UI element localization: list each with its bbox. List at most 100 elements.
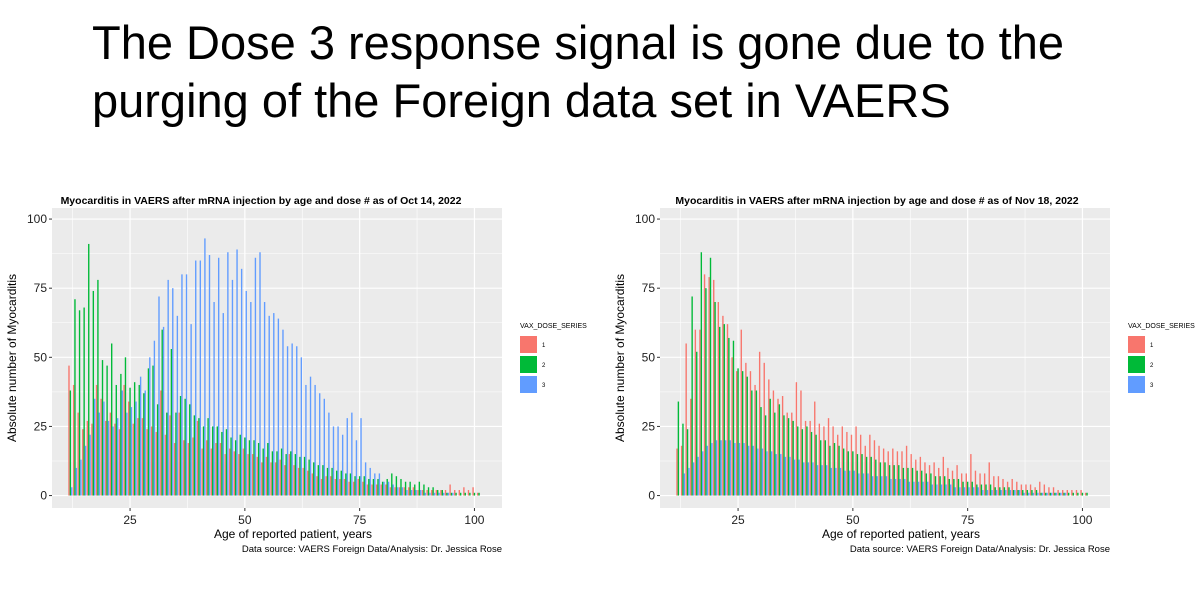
bar-dose-1 <box>1052 487 1055 496</box>
legend-key-dose-1 <box>1128 336 1145 353</box>
bar-dose-3 <box>853 470 855 496</box>
legend-key-dose-2 <box>520 356 537 373</box>
x-axis-label: Age of reported patient, years <box>214 527 372 541</box>
bar-dose-3 <box>305 384 307 496</box>
bar-dose-1 <box>141 418 144 496</box>
bar-dose-2 <box>1058 492 1061 496</box>
bar-dose-2 <box>133 382 136 496</box>
bar-dose-1 <box>137 418 139 496</box>
bar-dose-3 <box>240 268 243 496</box>
x-tick-label: 25 <box>123 513 137 527</box>
bar-dose-2 <box>317 465 320 496</box>
bar-dose-3 <box>319 393 321 496</box>
bar-dose-2 <box>1054 492 1056 496</box>
bar-dose-2 <box>746 376 748 496</box>
bar-dose-1 <box>878 445 880 496</box>
bar-dose-1 <box>352 481 355 496</box>
bar-dose-2 <box>386 478 388 496</box>
bar-dose-3 <box>959 487 961 496</box>
bar-dose-3 <box>954 487 956 496</box>
bar-dose-2 <box>276 451 278 496</box>
bar-dose-3 <box>328 412 330 496</box>
bar-dose-3 <box>747 445 750 496</box>
bar-dose-1 <box>91 423 93 496</box>
bar-dose-2 <box>1072 492 1074 496</box>
bar-dose-1 <box>467 490 470 496</box>
bar-dose-1 <box>855 426 857 496</box>
bar-dose-2 <box>962 481 964 496</box>
bar-dose-3 <box>254 257 257 496</box>
bar-dose-3 <box>176 315 179 496</box>
bar-dose-2 <box>1008 487 1010 496</box>
bar-dose-3 <box>871 476 874 496</box>
bar-dose-3 <box>153 340 156 496</box>
x-tick-label: 75 <box>353 513 367 527</box>
bar-dose-2 <box>212 426 214 496</box>
bar-dose-3 <box>858 473 860 496</box>
bar-dose-2 <box>888 465 891 496</box>
bar-dose-2 <box>230 437 232 496</box>
bar-dose-2 <box>78 310 81 496</box>
bar-dose-2 <box>166 412 168 496</box>
bar-dose-1 <box>1006 481 1009 496</box>
chart-1: Myocarditis in VAERS after mRNA injectio… <box>5 195 587 555</box>
bar-dose-2 <box>106 365 108 496</box>
bar-dose-3 <box>227 252 229 496</box>
bar-dose-1 <box>288 454 291 496</box>
bar-dose-1 <box>869 434 871 496</box>
bar-dose-3 <box>972 487 975 496</box>
bar-dose-1 <box>164 434 167 496</box>
bar-dose-1 <box>882 448 885 496</box>
bar-dose-2 <box>728 337 730 496</box>
bar-dose-3 <box>770 451 773 496</box>
bar-dose-3 <box>1060 492 1062 496</box>
bar-dose-3 <box>816 465 819 496</box>
bar-dose-2 <box>764 415 767 496</box>
bar-dose-2 <box>916 470 918 496</box>
bar-dose-1 <box>219 443 222 496</box>
bar-dose-2 <box>815 434 817 496</box>
bar-dose-3 <box>821 465 823 496</box>
bar-dose-3 <box>424 492 427 496</box>
bar-dose-3 <box>789 456 791 496</box>
bar-dose-1 <box>749 371 752 496</box>
bar-dose-3 <box>415 490 417 496</box>
bar-dose-2 <box>1067 492 1070 496</box>
bar-dose-2 <box>1077 492 1079 496</box>
bar-dose-1 <box>247 454 249 496</box>
bar-dose-2 <box>101 360 104 496</box>
bar-dose-1 <box>105 420 107 496</box>
bar-dose-1 <box>731 357 733 496</box>
bar-dose-3 <box>780 454 782 496</box>
bar-dose-2 <box>120 373 122 496</box>
bar-dose-1 <box>284 465 286 496</box>
bar-dose-2 <box>418 481 421 496</box>
bar-dose-3 <box>848 470 851 496</box>
bar-dose-1 <box>1075 490 1078 496</box>
bar-dose-3 <box>323 398 325 496</box>
bar-dose-2 <box>198 418 200 496</box>
bar-dose-1 <box>316 476 318 496</box>
bar-dose-2 <box>244 437 246 496</box>
bar-dose-1 <box>676 448 678 496</box>
bar-dose-2 <box>861 454 863 496</box>
bar-dose-2 <box>446 492 448 496</box>
bar-dose-3 <box>369 467 371 496</box>
bar-dose-3 <box>692 462 695 496</box>
bar-dose-1 <box>109 412 112 496</box>
bar-dose-1 <box>1020 484 1023 496</box>
bar-dose-1 <box>970 454 972 496</box>
bar-dose-1 <box>463 487 465 496</box>
bar-dose-2 <box>372 478 375 496</box>
x-tick-label: 50 <box>846 513 860 527</box>
bar-dose-3 <box>876 476 878 496</box>
bar-dose-3 <box>995 490 998 496</box>
bar-dose-1 <box>279 459 281 496</box>
bar-dose-2 <box>473 492 476 496</box>
bar-dose-1 <box>800 390 802 496</box>
bar-dose-2 <box>1086 492 1088 496</box>
bar-dose-3 <box>291 343 293 496</box>
bar-dose-1 <box>366 484 369 496</box>
bar-dose-3 <box>277 318 280 496</box>
